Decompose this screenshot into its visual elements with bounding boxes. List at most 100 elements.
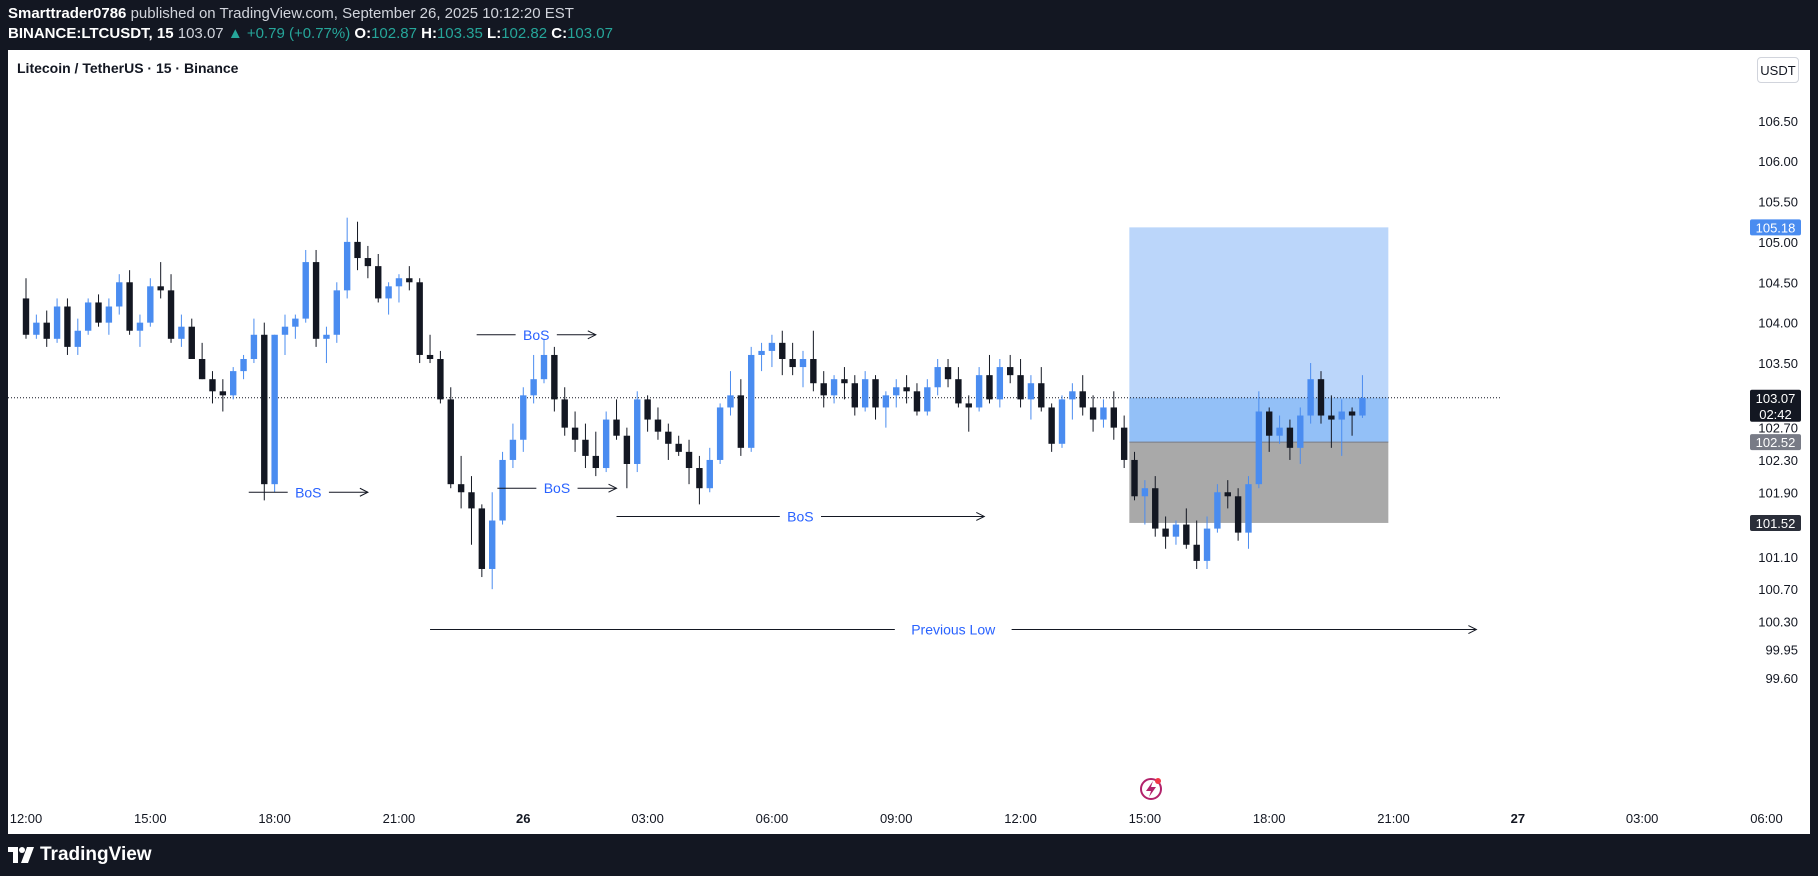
- candle-body: [1276, 427, 1283, 436]
- countdown-label: 02:42: [1759, 407, 1792, 422]
- candle-body: [644, 399, 651, 420]
- candle-body: [1069, 391, 1076, 400]
- candle: [530, 354, 537, 404]
- time-tick-label: 26: [516, 811, 530, 826]
- candle: [1089, 395, 1097, 432]
- candle: [1193, 520, 1200, 569]
- candle: [540, 338, 548, 384]
- candle-body: [851, 383, 858, 408]
- candle-body: [1172, 524, 1180, 537]
- candle: [95, 294, 102, 327]
- candle: [913, 383, 921, 416]
- candle-body: [64, 306, 71, 347]
- price-axis: 106.50 106.00 105.50 105.00 104.50 104.00 103.…: [1750, 114, 1801, 686]
- candle-body: [841, 379, 848, 384]
- candle: [240, 354, 247, 380]
- candle-body: [861, 379, 869, 408]
- previous-low-annotation: Previous Low: [430, 622, 1478, 638]
- candle-body: [292, 318, 299, 327]
- candle: [509, 423, 517, 469]
- price-badge-bg: [1750, 389, 1801, 422]
- candle: [1245, 476, 1252, 549]
- candle: [634, 391, 641, 473]
- candle-body: [520, 395, 527, 440]
- candle-body: [136, 322, 144, 331]
- candle: [996, 358, 1004, 408]
- candle: [1297, 407, 1304, 464]
- candle: [447, 387, 454, 489]
- candle: [623, 427, 631, 489]
- candle-body: [198, 358, 206, 380]
- arrow-head-icon: [1468, 625, 1478, 634]
- candle: [457, 455, 465, 509]
- candle-body: [924, 387, 931, 412]
- candle: [157, 262, 164, 299]
- candle: [395, 274, 403, 303]
- candle-body: [820, 383, 827, 396]
- candle-body: [571, 427, 579, 440]
- price-badge-bg: [1750, 514, 1801, 531]
- candle: [944, 358, 952, 388]
- candle: [965, 395, 972, 432]
- previous-low-label: Previous Low: [911, 622, 996, 638]
- candle-body: [1348, 411, 1356, 416]
- candle-body: [1017, 375, 1024, 400]
- candle-body: [95, 302, 102, 323]
- candle-body: [903, 387, 910, 392]
- candle-body: [167, 290, 175, 339]
- candle: [1286, 419, 1294, 460]
- price-badge: 101.52: [1750, 514, 1801, 531]
- candle: [1017, 358, 1024, 408]
- candle: [22, 278, 30, 339]
- candle-body: [457, 484, 465, 493]
- candle: [696, 455, 703, 505]
- candle-body: [209, 379, 216, 392]
- arrow-head-icon: [976, 512, 986, 521]
- tradingview-logo[interactable]: TradingView: [8, 844, 152, 866]
- low-value: 102.82: [501, 25, 548, 42]
- candle: [934, 358, 941, 396]
- candle-body: [1120, 427, 1128, 460]
- price-badge-bg: [1750, 219, 1801, 236]
- time-tick-label: 12:00: [10, 811, 43, 826]
- candle: [551, 346, 558, 412]
- last-price: 103.07: [177, 25, 224, 42]
- footer: TradingView: [0, 834, 1818, 876]
- candle: [271, 334, 278, 493]
- bos-label: BoS: [544, 480, 570, 496]
- candlestick-chart[interactable]: BoS BoS BoS BoS Previous Low 106.50 106.00 105.…: [8, 50, 1810, 834]
- time-tick-label: 03:00: [1626, 811, 1659, 826]
- candle: [955, 367, 962, 408]
- open-label: O:: [354, 25, 372, 42]
- candle: [323, 326, 330, 364]
- candle-body: [302, 262, 309, 319]
- candle-body: [1297, 415, 1304, 448]
- candle: [74, 318, 81, 355]
- time-tick-label: 12:00: [1004, 811, 1037, 826]
- time-tick-label: 18:00: [258, 811, 291, 826]
- candle-body: [364, 258, 372, 267]
- publisher-name[interactable]: Smarttrader0786: [8, 5, 127, 22]
- candle: [167, 274, 175, 343]
- symbol-title: Litecoin / TetherUS · 15 · Binance: [17, 60, 239, 76]
- bos-annotation: BoS: [616, 508, 986, 524]
- time-axis: 12:00 15:00 18:00 21:00 26 03:00 06:00 09:00 12:…: [10, 811, 1783, 826]
- candle: [1079, 375, 1086, 416]
- candle-body: [634, 399, 641, 464]
- candle-body: [1038, 383, 1045, 408]
- currency-button[interactable]: USDT: [1757, 57, 1799, 83]
- event-icon-dot: [1155, 778, 1161, 784]
- event-icon-ring: [1140, 778, 1162, 800]
- candle: [602, 411, 610, 473]
- candle: [675, 435, 682, 456]
- candle: [136, 314, 144, 347]
- candle: [768, 334, 776, 368]
- candle: [281, 314, 289, 355]
- chart-panel[interactable]: BoS BoS BoS BoS Previous Low 106.50 106.00 105.…: [8, 50, 1810, 834]
- candle: [685, 439, 693, 485]
- candle: [1224, 480, 1231, 509]
- candle: [571, 411, 579, 452]
- candle-body: [748, 354, 755, 448]
- price-tick-label: 103.50: [1758, 356, 1798, 371]
- candle: [292, 314, 299, 339]
